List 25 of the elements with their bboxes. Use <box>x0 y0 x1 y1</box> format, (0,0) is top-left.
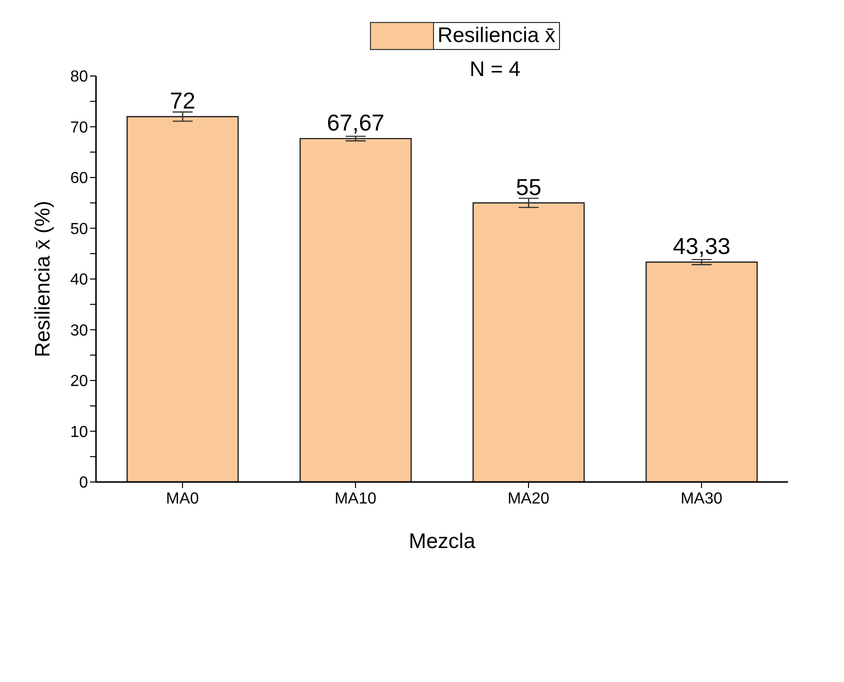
bar <box>472 202 585 482</box>
y-tick-label: 40 <box>70 272 88 289</box>
bar <box>126 116 239 482</box>
x-tick-label: MA30 <box>680 490 722 508</box>
y-tick-label: 0 <box>79 474 88 492</box>
x-tick-label: MA20 <box>508 490 550 508</box>
data-label: 72 <box>170 88 196 114</box>
bar <box>646 262 758 482</box>
y-tick-label: 60 <box>70 170 88 188</box>
y-tick-label: 50 <box>70 220 88 238</box>
y-tick-label: 20 <box>70 373 88 390</box>
data-label: 43,33 <box>672 233 730 260</box>
y-tick-label: 10 <box>70 424 88 441</box>
y-tick-label: 30 <box>70 322 88 340</box>
y-axis-title: Resiliencia x̄ (%) <box>31 200 54 358</box>
x-axis-title: Mezcla <box>408 530 476 553</box>
y-tick-label: 70 <box>70 119 88 136</box>
y-tick-label: 80 <box>70 68 88 86</box>
legend-label: Resiliencia x̄ <box>436 23 556 49</box>
data-label: 55 <box>516 174 542 200</box>
data-label: 67,67 <box>326 110 384 136</box>
bar <box>300 138 412 482</box>
x-tick-label: MA10 <box>334 490 376 508</box>
x-tick-label: MA0 <box>166 490 200 508</box>
annotation: N = 4 <box>468 58 520 82</box>
